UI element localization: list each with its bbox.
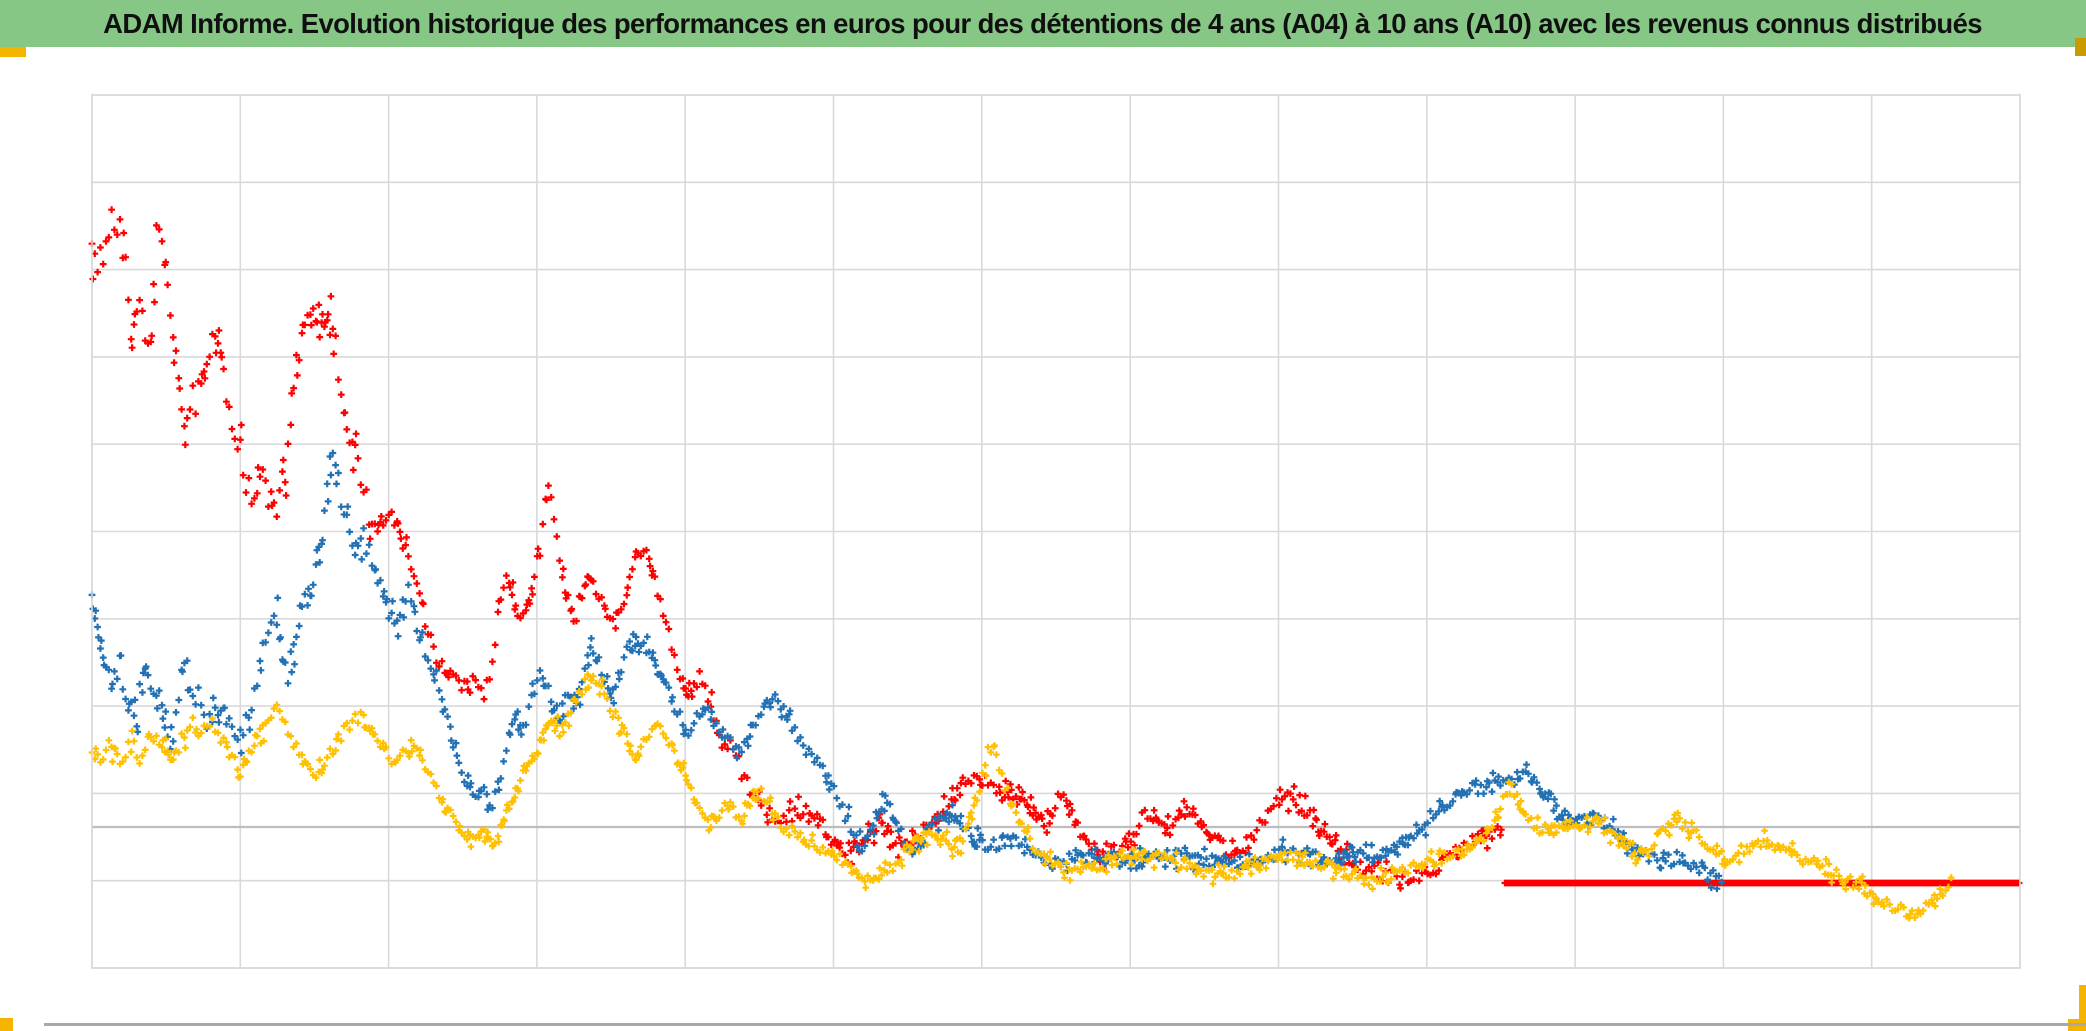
selection-edge-right — [2079, 985, 2086, 1031]
performance-scatter-chart[interactable] — [0, 47, 2086, 1031]
plot-border — [91, 94, 2021, 969]
selection-corner-top-right — [2075, 38, 2086, 56]
page-title: ADAM Informe. Evolution historique des p… — [103, 7, 1983, 39]
bottom-divider-line — [44, 1023, 2086, 1026]
title-bar: ADAM Informe. Evolution historique des p… — [0, 0, 2086, 47]
selection-corner-bottom-left — [0, 1018, 13, 1031]
selection-corner-top-left — [0, 47, 26, 57]
